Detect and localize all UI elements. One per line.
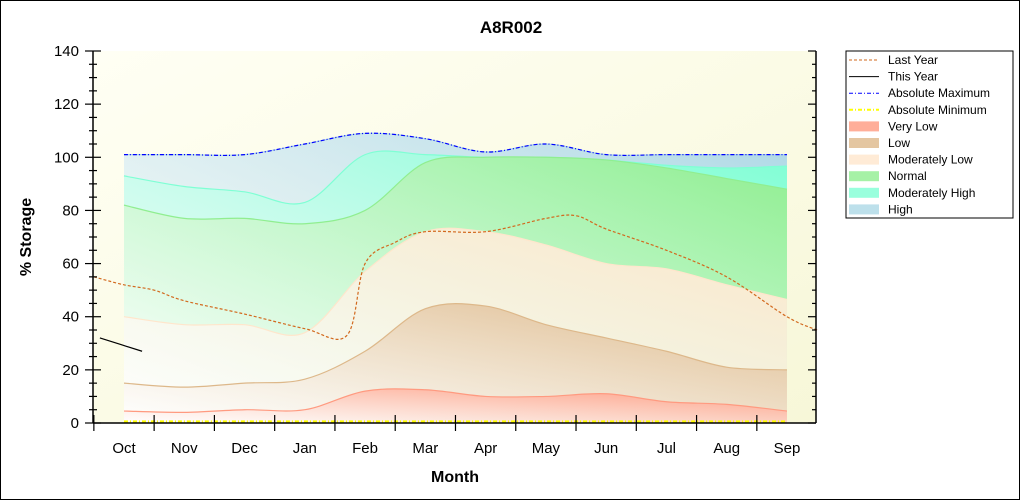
x-tick-label: Nov [171, 440, 198, 457]
legend-swatch-very-low [849, 121, 879, 132]
x-tick-label: Aug [713, 440, 740, 457]
x-tick-label: Jan [293, 440, 317, 457]
band-edge-low [123, 302, 787, 388]
band-edge-normal [123, 156, 788, 225]
y-tick-label: 0 [71, 415, 79, 432]
legend-label-this-year: This Year [888, 70, 938, 84]
y-axis-label: % Storage [18, 198, 35, 276]
legend-label-moderately-low: Moderately Low [888, 153, 973, 167]
band-edge-moderately-low [123, 227, 788, 336]
line-last-year [93, 214, 818, 340]
legend-swatch-moderately-low [849, 154, 879, 165]
legend-swatch-normal [849, 171, 879, 182]
y-tick-label: 40 [62, 309, 79, 326]
y-tick-label: 100 [54, 149, 79, 166]
legend-swatch-moderately-high [849, 187, 879, 198]
legend-swatch-low [849, 138, 879, 148]
x-tick-label: Oct [112, 440, 136, 457]
legend-label-high: High [888, 202, 913, 216]
x-tick-label: Dec [231, 440, 258, 457]
x-tick-label: Feb [352, 440, 378, 457]
legend-label-normal: Normal [888, 169, 927, 183]
line-absolute-maximum [123, 132, 787, 157]
x-tick-label: Apr [474, 440, 497, 457]
legend-swatch-high [849, 204, 879, 215]
y-tick-label: 20 [62, 362, 79, 379]
legend-label-absolute-maximum: Absolute Maximum [888, 86, 990, 100]
y-tick-label: 120 [54, 96, 79, 113]
line-this-year [99, 337, 143, 352]
legend-label-low: Low [888, 136, 910, 150]
x-tick-label: Mar [412, 440, 438, 457]
band-very-low [124, 388, 787, 423]
x-axis-label: Month [431, 469, 479, 486]
legend-label-very-low: Very Low [888, 119, 938, 133]
band-edge-very-low [123, 388, 788, 413]
band-low [124, 303, 787, 423]
chart-title: A8R002 [480, 18, 542, 37]
x-tick-label: May [532, 440, 561, 457]
x-tick-label: Jul [657, 440, 676, 457]
y-tick-label: 60 [62, 256, 79, 273]
y-tick-label: 140 [54, 43, 79, 60]
x-tick-label: Jun [594, 440, 618, 457]
legend-label-moderately-high: Moderately High [888, 186, 975, 200]
legend-label-absolute-minimum: Absolute Minimum [888, 103, 987, 117]
legend-label-last-year: Last Year [888, 53, 938, 67]
x-tick-label: Sep [774, 440, 801, 457]
legend: Last Year This Year Absolute Maximum Absolu… [845, 50, 1014, 219]
band-edge-moderately-high [123, 150, 787, 205]
y-tick-label: 80 [62, 202, 79, 219]
